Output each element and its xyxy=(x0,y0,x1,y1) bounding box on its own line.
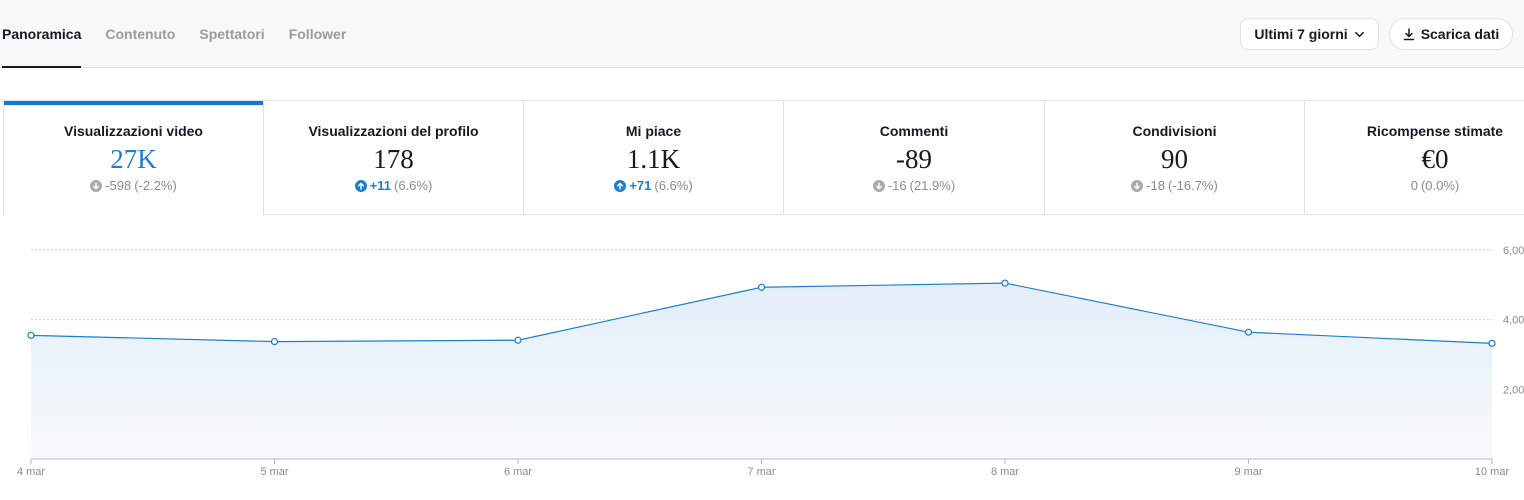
chart-area-fill xyxy=(31,283,1492,459)
metric-delta-percent: (6.6%) xyxy=(654,178,693,193)
metric-title: Visualizzazioni video xyxy=(63,123,203,139)
metric-title: Ricompense stimate xyxy=(1366,123,1504,139)
metric-delta-value: -18 xyxy=(1146,178,1165,193)
chart-data-point[interactable] xyxy=(270,338,279,346)
y-tick-label: 6,00 xyxy=(1503,245,1524,257)
x-tick-label: 8 mar xyxy=(991,466,1019,478)
metric-delta-percent: (6.6%) xyxy=(394,178,433,193)
x-tick-label: 9 mar xyxy=(1234,466,1262,478)
arrow-down-icon xyxy=(872,179,885,192)
metric-title: Commenti xyxy=(879,123,949,139)
metric-delta: -18 (-16.7%) xyxy=(1045,178,1304,193)
arrow-down-icon xyxy=(1131,179,1144,192)
top-navigation-bar: Panoramica Contenuto Spettatori Follower… xyxy=(0,0,1524,68)
tab-panoramica[interactable]: Panoramica xyxy=(2,0,82,68)
x-tick-label: 10 mar xyxy=(1475,466,1510,478)
video-views-chart: 2,00 4,00 6,00 4 mar 5 mar 6 mar 7 mar 8 mar 9 … xyxy=(17,245,1524,478)
chart-data-point[interactable] xyxy=(1244,328,1253,336)
metric-delta: -16 (21.9%) xyxy=(784,178,1044,193)
chart-data-point[interactable] xyxy=(1488,339,1496,347)
metric-title: Condivisioni xyxy=(1132,123,1217,139)
metric-delta-percent: (-16.7%) xyxy=(1167,178,1218,193)
date-range-dropdown[interactable]: Ultimi 7 giorni xyxy=(1240,18,1379,50)
metric-title: Mi piace xyxy=(625,123,682,139)
y-tick-label: 4,00 xyxy=(1503,315,1524,327)
chart-data-point[interactable] xyxy=(1001,279,1009,287)
x-tick-label: 4 mar xyxy=(17,466,45,478)
chart-data-point[interactable] xyxy=(27,331,35,339)
chart-data-point[interactable] xyxy=(757,283,766,291)
metric-value: -89 xyxy=(896,144,932,174)
y-tick-label: 2,00 xyxy=(1503,384,1524,396)
date-range-label: Ultimi 7 giorni xyxy=(1254,26,1348,42)
chevron-down-icon xyxy=(1354,29,1365,40)
download-icon xyxy=(1403,27,1415,41)
metric-title: Visualizzazioni del profilo xyxy=(308,123,479,139)
metric-delta-percent: (0.0%) xyxy=(1420,178,1460,193)
metric-delta-value: 0 xyxy=(1410,178,1418,193)
tab-spettatori[interactable]: Spettatori xyxy=(199,26,265,42)
metric-value: 27K xyxy=(110,144,157,174)
tab-contenuto[interactable]: Contenuto xyxy=(105,26,176,42)
arrow-up-icon xyxy=(614,179,627,192)
metric-delta-value: -16 xyxy=(887,178,907,193)
metric-value: €0 xyxy=(1421,144,1449,174)
metric-value: 1.1K xyxy=(626,144,681,174)
metric-card-video-views[interactable]: Visualizzazioni video 27K -598 (-2.2%) xyxy=(3,100,264,215)
chart-data-point[interactable] xyxy=(514,336,522,344)
metric-delta: 0 (0.0%) xyxy=(1305,178,1524,193)
metric-delta-value: -598 xyxy=(105,178,132,193)
metric-value: 90 xyxy=(1161,144,1188,174)
metric-value: 178 xyxy=(373,144,414,174)
metric-delta: +71 (6.6%) xyxy=(524,178,783,193)
metric-delta-value: +11 xyxy=(369,178,392,193)
metric-delta-percent: (21.9%) xyxy=(909,178,956,193)
metric-cards: Visualizzazioni video 27K -598 (-2.2%) V… xyxy=(3,100,1524,215)
x-tick-label: 6 mar xyxy=(504,466,532,478)
metric-card-comments[interactable]: Commenti -89 -16 (21.9%) xyxy=(784,100,1045,215)
metric-card-profile-views[interactable]: Visualizzazioni del profilo 178 +11 (6.6… xyxy=(264,100,524,215)
metric-delta: -598 (-2.2%) xyxy=(4,178,263,193)
download-data-button[interactable]: Scarica dati xyxy=(1389,18,1513,50)
metric-delta-percent: (-2.2%) xyxy=(134,178,177,193)
arrow-up-icon xyxy=(354,179,367,192)
arrow-down-icon xyxy=(90,179,103,192)
metric-delta: +11 (6.6%) xyxy=(264,178,523,193)
metric-delta-value: +71 xyxy=(629,178,652,193)
tab-follower[interactable]: Follower xyxy=(288,26,347,42)
download-data-label: Scarica dati xyxy=(1420,26,1500,42)
metric-card-estimated-rewards[interactable]: Ricompense stimate €0 0 (0.0%) xyxy=(1305,100,1524,215)
analytics-tabs: Panoramica Contenuto Spettatori Follower xyxy=(2,0,370,68)
metric-card-likes[interactable]: Mi piace 1.1K +71 (6.6%) xyxy=(524,100,784,215)
x-tick-label: 5 mar xyxy=(260,466,288,478)
x-tick-label: 7 mar xyxy=(747,466,775,478)
metric-card-shares[interactable]: Condivisioni 90 -18 (-16.7%) xyxy=(1045,100,1305,215)
